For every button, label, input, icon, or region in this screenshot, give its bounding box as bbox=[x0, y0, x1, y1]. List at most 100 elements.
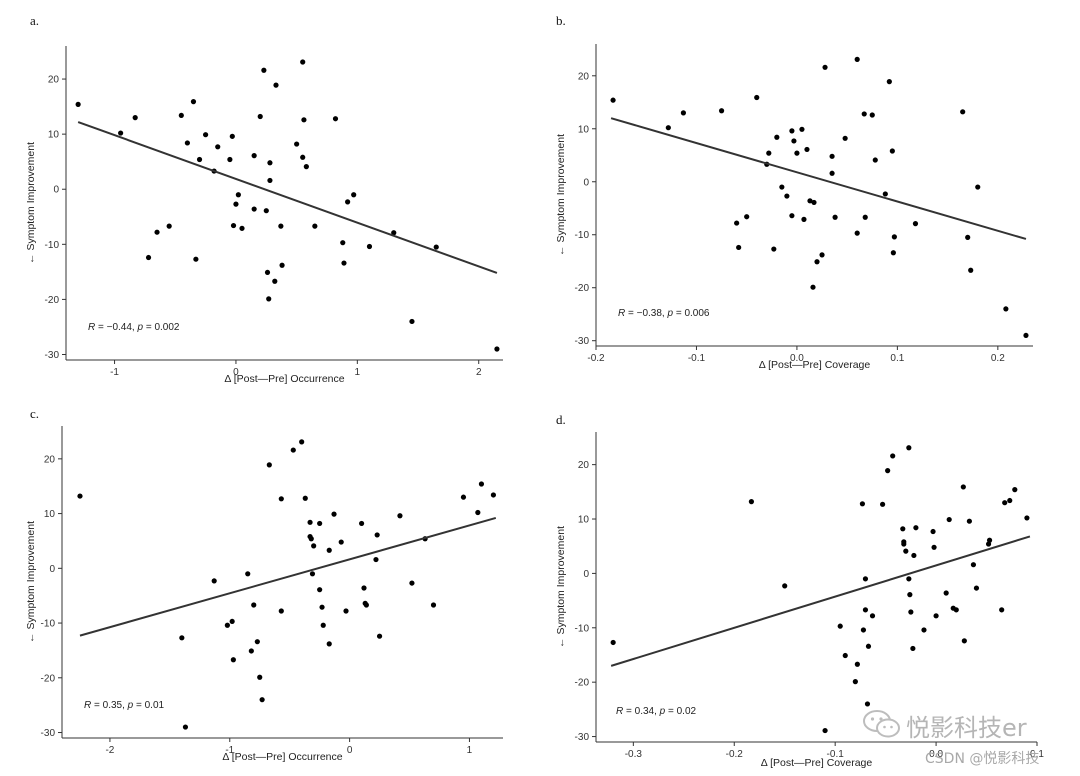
data-point bbox=[211, 578, 217, 584]
x-tick-label: 1 bbox=[355, 367, 361, 378]
wechat-icon bbox=[863, 710, 900, 738]
data-point bbox=[290, 447, 296, 453]
data-point bbox=[196, 156, 203, 163]
data-point bbox=[267, 160, 273, 166]
data-point bbox=[278, 496, 284, 502]
data-point bbox=[986, 537, 993, 543]
data-point bbox=[946, 516, 952, 523]
y-tick-label: 20 bbox=[44, 454, 56, 465]
data-point bbox=[822, 727, 828, 734]
data-point bbox=[460, 494, 467, 500]
data-point bbox=[869, 112, 875, 118]
panel-d: d. -30 -20 -10 0 10 20 -0.3 -0.2 -0.1 0.0 0.1 Δ [Po… bbox=[540, 388, 1080, 776]
data-point bbox=[309, 571, 316, 577]
data-point bbox=[782, 583, 788, 589]
x-tick-label: 0 bbox=[233, 367, 239, 378]
data-point bbox=[610, 639, 616, 646]
correlation-annotation: R = 0.35, p = 0.01 bbox=[84, 700, 165, 711]
data-point bbox=[311, 543, 317, 549]
data-point bbox=[366, 243, 373, 250]
data-point bbox=[829, 153, 835, 159]
x-tick-label: 0.0 bbox=[929, 749, 943, 760]
data-point bbox=[251, 153, 257, 159]
y-tick-label: -20 bbox=[41, 673, 56, 684]
data-point bbox=[272, 278, 278, 284]
data-point bbox=[734, 220, 740, 226]
data-point bbox=[229, 618, 235, 625]
data-point bbox=[1003, 306, 1009, 312]
data-point bbox=[166, 223, 172, 229]
data-point bbox=[409, 580, 415, 586]
x-tick-label: 0.0 bbox=[790, 353, 804, 364]
data-point bbox=[744, 214, 750, 220]
x-tick-label: 2 bbox=[476, 367, 482, 378]
data-point bbox=[766, 150, 772, 156]
data-point bbox=[784, 193, 790, 199]
data-point bbox=[961, 638, 967, 644]
data-point bbox=[1023, 332, 1029, 339]
data-point bbox=[224, 622, 230, 628]
data-point bbox=[910, 645, 916, 652]
data-point bbox=[230, 657, 236, 663]
y-tick-label: 10 bbox=[578, 124, 590, 135]
data-point bbox=[433, 244, 439, 250]
data-point bbox=[842, 652, 848, 659]
data-point bbox=[973, 585, 980, 591]
data-point bbox=[397, 513, 403, 519]
scatter-plot-b: -30 -20 -10 0 10 20 -0.2 -0.1 0.0 0.1 0.2 Δ [Post—P… bbox=[555, 44, 1033, 371]
data-point bbox=[299, 439, 305, 445]
x-tick-label: 0 bbox=[347, 745, 353, 756]
x-tick-label: 0.1 bbox=[1030, 749, 1044, 760]
data-point bbox=[921, 627, 927, 633]
data-point bbox=[906, 445, 912, 451]
data-point bbox=[791, 138, 797, 144]
data-point bbox=[478, 481, 485, 487]
data-point bbox=[326, 547, 332, 553]
data-point bbox=[930, 528, 936, 535]
y-tick-label: -30 bbox=[45, 350, 60, 361]
y-tick-label: -20 bbox=[575, 283, 590, 294]
data-point bbox=[807, 198, 813, 204]
y-axis-label: ← Symptom Improvement bbox=[25, 521, 37, 643]
data-point bbox=[302, 495, 308, 501]
data-point bbox=[202, 132, 209, 138]
panel-d-letter: d. bbox=[556, 412, 566, 427]
scatter-plot-d: -30 -20 -10 0 10 20 -0.3 -0.2 -0.1 0.0 0.1 Δ [Post—… bbox=[555, 432, 1044, 769]
data-point bbox=[953, 607, 959, 613]
data-point bbox=[332, 116, 339, 122]
data-point bbox=[771, 246, 777, 252]
data-point bbox=[933, 613, 939, 619]
data-point bbox=[279, 262, 285, 268]
x-tick-label: -2 bbox=[105, 745, 114, 756]
data-point bbox=[320, 622, 326, 628]
data-point bbox=[230, 222, 237, 229]
data-point bbox=[862, 576, 869, 582]
data-point bbox=[854, 56, 860, 62]
data-point bbox=[178, 112, 184, 119]
data-point bbox=[300, 59, 306, 65]
data-point bbox=[229, 133, 235, 139]
data-point bbox=[869, 613, 876, 619]
data-point bbox=[832, 214, 838, 220]
data-point bbox=[1012, 487, 1018, 493]
data-point bbox=[911, 552, 917, 559]
data-point bbox=[257, 113, 263, 120]
data-point bbox=[931, 544, 937, 550]
data-point bbox=[351, 192, 357, 198]
data-point bbox=[494, 346, 500, 352]
correlation-annotation: R = 0.34, p = 0.02 bbox=[616, 706, 697, 717]
data-point bbox=[374, 532, 380, 538]
y-tick-label: -30 bbox=[575, 336, 590, 347]
data-point bbox=[810, 284, 816, 290]
data-point bbox=[860, 627, 867, 633]
x-tick-label: 1 bbox=[467, 745, 473, 756]
data-point bbox=[822, 64, 828, 70]
x-tick-label: -1 bbox=[110, 367, 119, 378]
data-point bbox=[799, 126, 805, 132]
data-point bbox=[145, 254, 152, 261]
data-point bbox=[261, 67, 267, 73]
data-point bbox=[343, 608, 349, 614]
y-tick-label: 10 bbox=[44, 509, 56, 520]
data-point bbox=[278, 223, 284, 229]
